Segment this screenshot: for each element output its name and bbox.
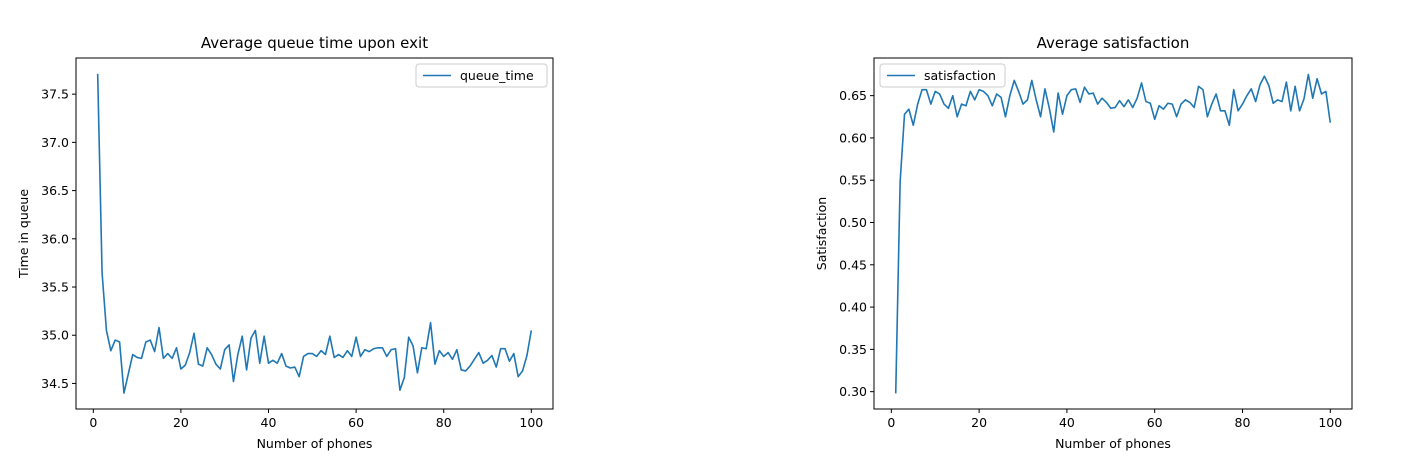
y-tick-label: 0.40 xyxy=(839,300,867,315)
x-tick-label: 80 xyxy=(436,415,452,430)
x-tick-label: 80 xyxy=(1235,415,1251,430)
legend-box xyxy=(415,63,548,88)
y-axis-label: Time in queue xyxy=(16,189,31,279)
y-tick-label: 0.50 xyxy=(839,215,867,230)
y-tick-label: 0.30 xyxy=(839,384,867,399)
y-tick-label: 0.65 xyxy=(839,88,867,103)
y-tick-label: 35.5 xyxy=(41,280,69,295)
legend-label: satisfaction xyxy=(924,68,996,83)
series-line-queue_time xyxy=(96,73,533,394)
x-axis-label: Number of phones xyxy=(257,436,373,451)
axes-frame xyxy=(873,57,1353,410)
legend: queue_time xyxy=(415,63,548,88)
legend-box xyxy=(879,63,1006,88)
y-tick-label: 35.0 xyxy=(41,328,69,343)
legend-label: queue_time xyxy=(460,68,534,83)
axes-frame xyxy=(75,57,554,410)
y-tick-label: 0.35 xyxy=(839,342,867,357)
y-tick-label: 37.5 xyxy=(41,87,69,102)
x-axis-label: Number of phones xyxy=(1055,436,1171,451)
x-tick-label: 20 xyxy=(173,415,189,430)
x-tick-label: 100 xyxy=(1318,415,1342,430)
chart-title: Average queue time upon exit xyxy=(201,34,428,52)
x-tick-label: 0 xyxy=(89,415,97,430)
y-tick-label: 36.5 xyxy=(41,183,69,198)
y-tick-label: 0.45 xyxy=(839,257,867,272)
y-axis-label: Satisfaction xyxy=(814,197,829,270)
y-tick-label: 0.60 xyxy=(839,130,867,145)
y-tick-label: 36.0 xyxy=(41,231,69,246)
y-tick-label: 34.5 xyxy=(41,376,69,391)
x-tick-label: 20 xyxy=(971,415,987,430)
x-tick-label: 100 xyxy=(519,415,543,430)
x-tick-label: 40 xyxy=(1059,415,1075,430)
y-tick-label: 37.0 xyxy=(41,135,69,150)
y-tick-label: 0.55 xyxy=(839,173,867,188)
chart-1: Average queue time upon exit 0 20 40 60 80 100… xyxy=(16,34,554,451)
x-tick-label: 40 xyxy=(261,415,277,430)
series-line-satisfaction xyxy=(894,73,1332,394)
chart-title: Average satisfaction xyxy=(1037,34,1190,52)
x-tick-label: 0 xyxy=(887,415,895,430)
chart-2: Average satisfaction 0 20 40 60 80 100 0.30 0.35… xyxy=(814,34,1353,451)
x-tick-label: 60 xyxy=(1147,415,1163,430)
legend: satisfaction xyxy=(879,63,1006,88)
x-tick-label: 60 xyxy=(348,415,364,430)
